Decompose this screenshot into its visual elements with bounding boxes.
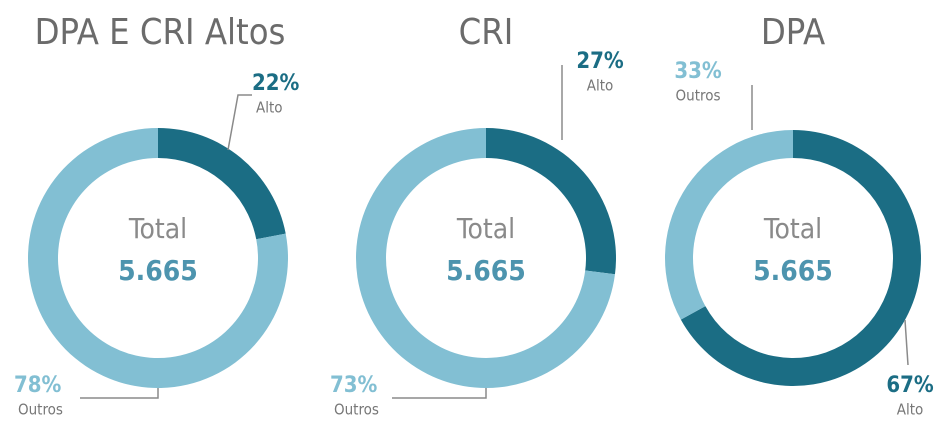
leader-line bbox=[904, 319, 909, 366]
donut-segment bbox=[158, 128, 286, 240]
center-value: 5.665 bbox=[753, 254, 833, 287]
chart-title: CRI bbox=[459, 12, 514, 53]
center-label: Total bbox=[456, 212, 515, 245]
center-value: 5.665 bbox=[118, 254, 198, 287]
value-label: 67% bbox=[886, 373, 934, 398]
center-label: Total bbox=[128, 212, 187, 245]
center-label: Total bbox=[763, 212, 822, 245]
value-label: 33% bbox=[674, 59, 722, 84]
leader-line bbox=[80, 388, 159, 399]
leader-line bbox=[392, 388, 487, 399]
category-label: Alto bbox=[897, 401, 924, 419]
center-value: 5.665 bbox=[446, 254, 526, 287]
chart-title: DPA E CRI Altos bbox=[35, 12, 286, 53]
donut-segment bbox=[665, 130, 793, 320]
value-label: 78% bbox=[14, 373, 62, 398]
category-label: Outros bbox=[334, 401, 379, 419]
chart-title: DPA bbox=[761, 12, 825, 53]
donut-segment bbox=[486, 128, 616, 275]
category-label: Alto bbox=[256, 99, 283, 117]
category-label: Outros bbox=[18, 401, 63, 419]
value-label: 22% bbox=[252, 71, 300, 96]
category-label: Alto bbox=[587, 77, 614, 95]
value-label: 27% bbox=[576, 49, 624, 74]
category-label: Outros bbox=[676, 87, 721, 105]
value-label: 73% bbox=[330, 373, 378, 398]
leader-line bbox=[227, 94, 252, 151]
